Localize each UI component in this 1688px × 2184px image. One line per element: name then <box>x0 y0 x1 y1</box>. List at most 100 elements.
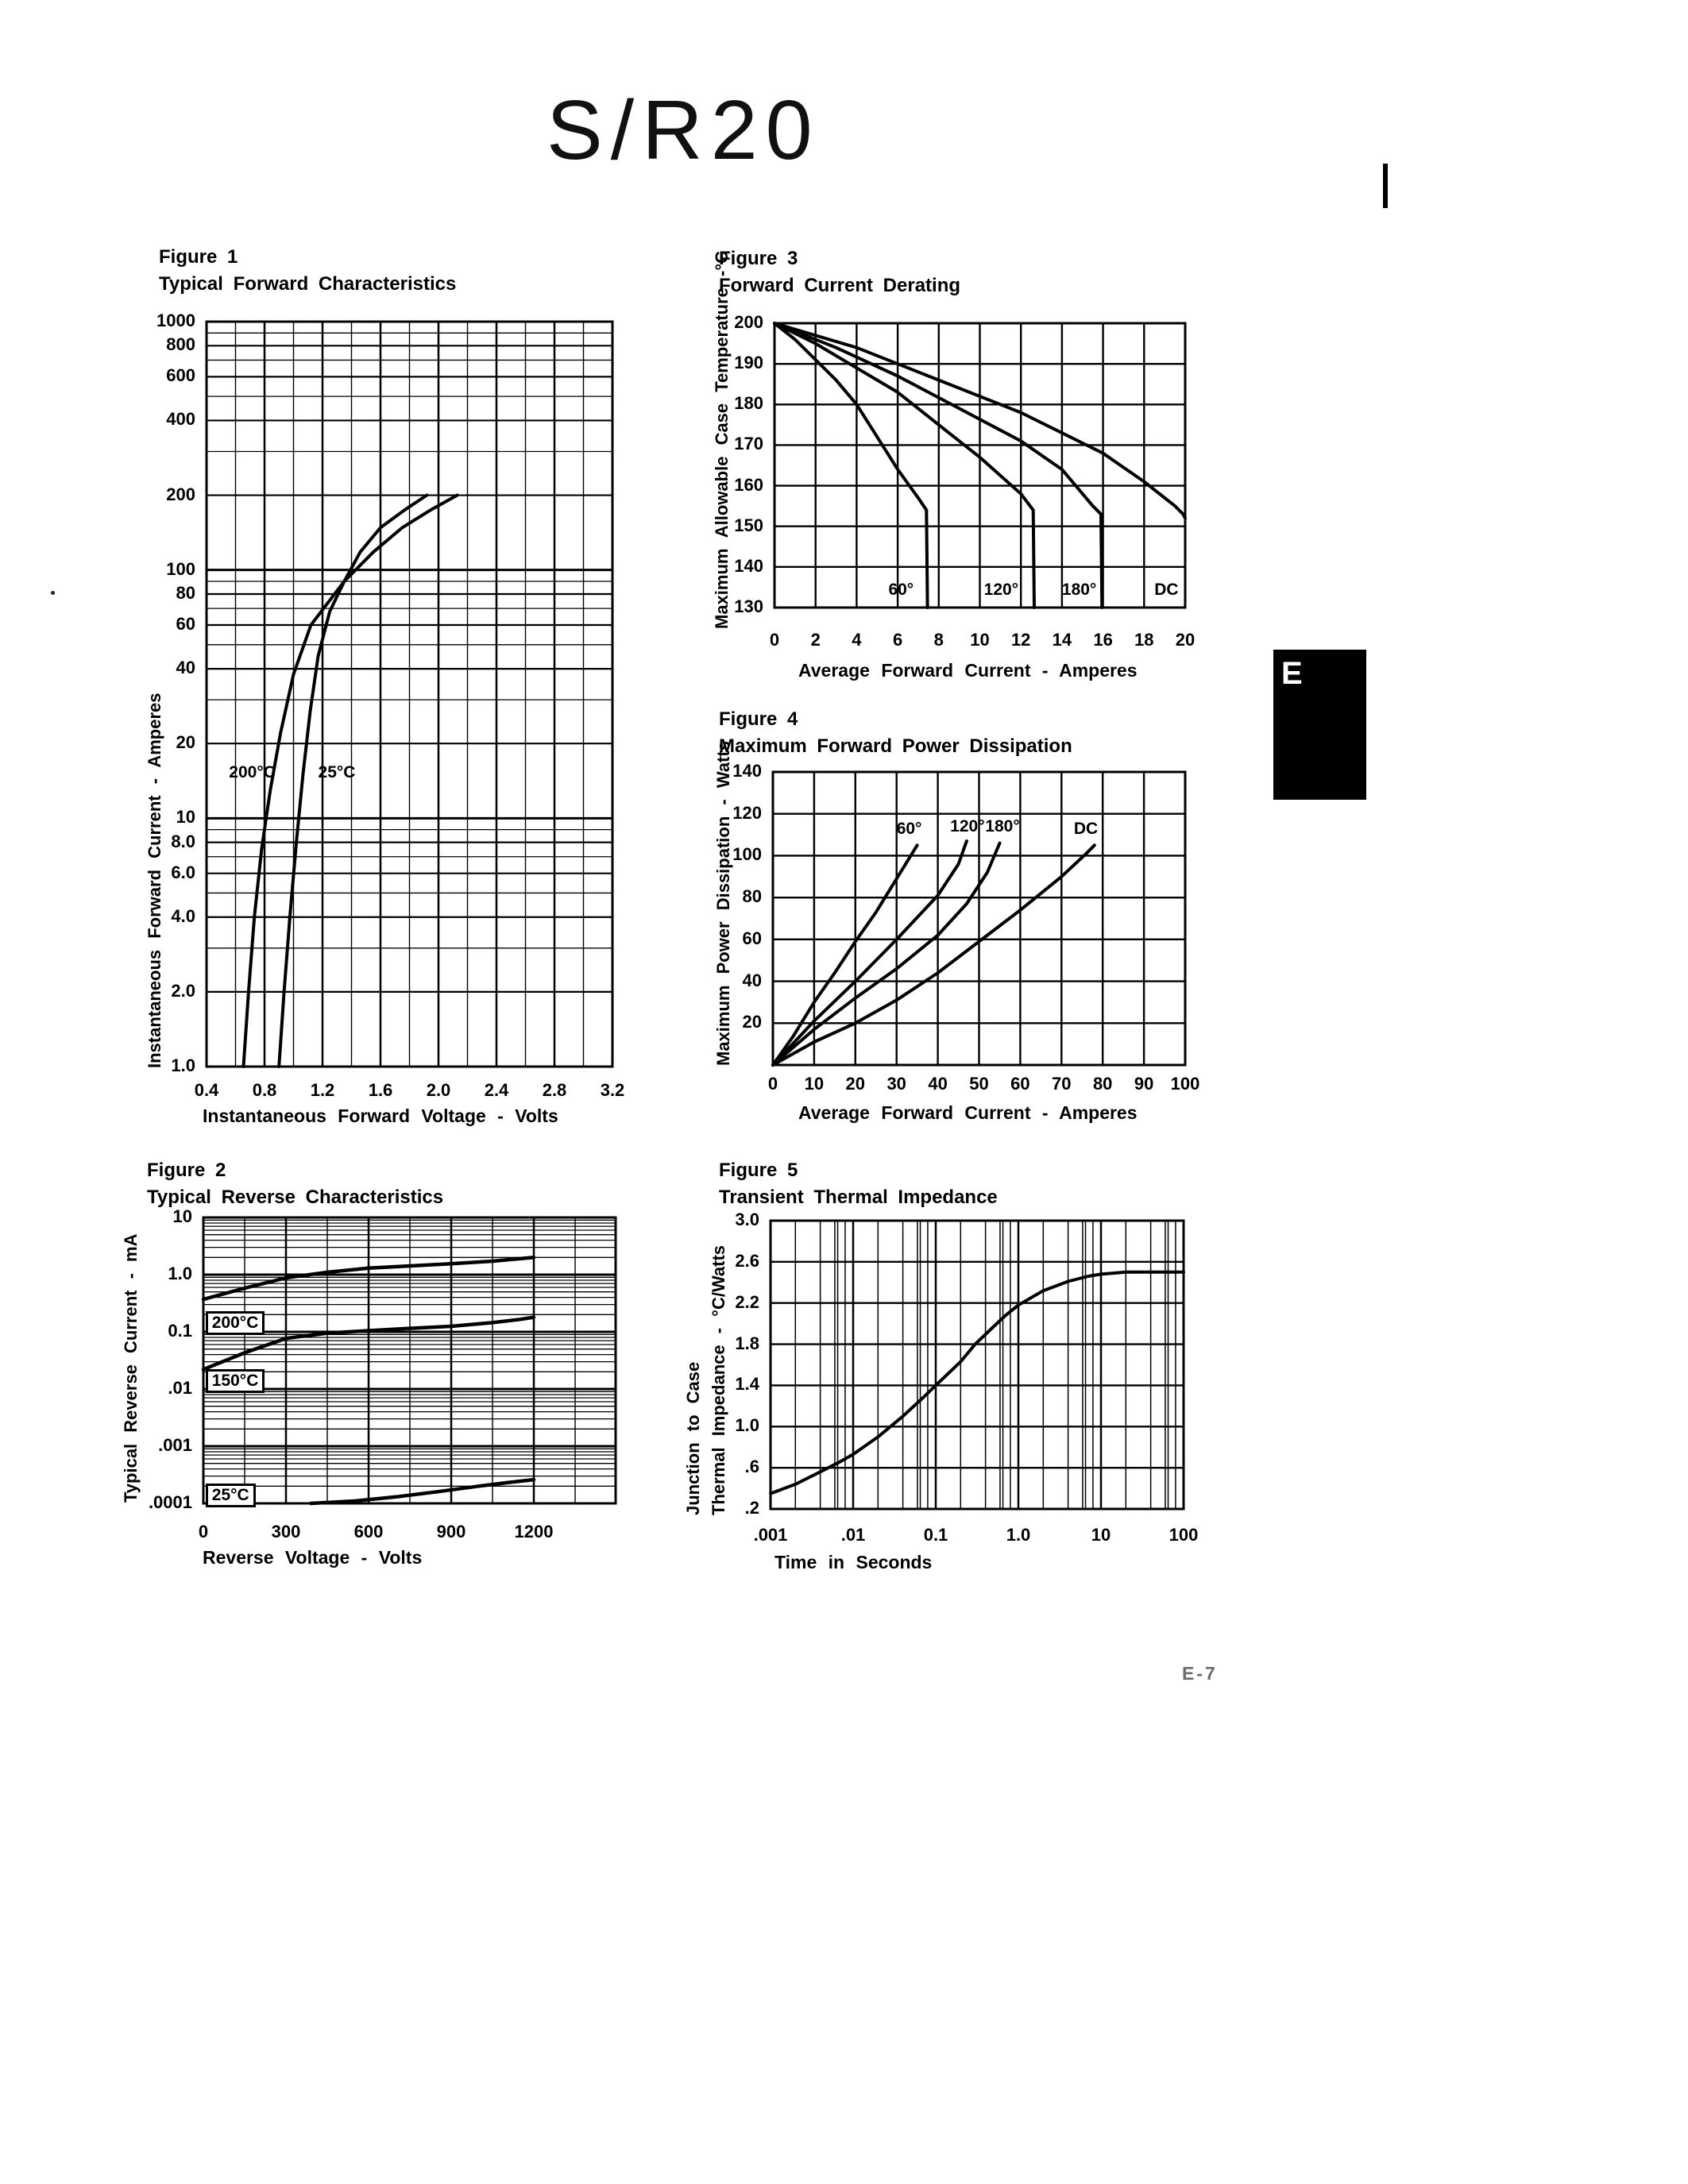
y-tick-label: 1000 <box>156 311 195 330</box>
y-tick-label: 130 <box>734 596 763 616</box>
x-tick-label: 0.8 <box>252 1080 277 1100</box>
y-tick-label: 20 <box>742 1012 762 1032</box>
y-tick-label: 1.8 <box>735 1333 759 1353</box>
x-tick-label: 0 <box>198 1522 209 1542</box>
curve-label: 200°C <box>229 763 276 782</box>
curve-60 <box>773 322 929 609</box>
curve-label: 180° <box>1061 580 1097 599</box>
curve-25C <box>277 493 429 1068</box>
y-tick-label: 200 <box>734 312 763 332</box>
curve-label: 120° <box>950 817 985 836</box>
fig5-label: Figure 5 <box>719 1160 798 1181</box>
curve-DC <box>771 843 1096 1067</box>
x-tick-label: 100 <box>1168 1525 1199 1545</box>
y-tick-label: 1.4 <box>735 1374 759 1395</box>
y-tick-label: 120 <box>732 802 762 823</box>
y-tick-label: 150 <box>734 515 763 535</box>
fig4-x-axis-title: Average Forward Current - Amperes <box>798 1102 1138 1123</box>
x-tick-label: 16 <box>1093 630 1113 650</box>
x-tick-label: 2.8 <box>542 1080 567 1100</box>
section-tab-letter: E <box>1281 656 1303 691</box>
curve-label: DC <box>1073 819 1099 838</box>
y-tick-label: 1.0 <box>168 1264 192 1283</box>
curve-120 <box>773 322 1036 609</box>
curve-label: 60° <box>888 580 914 599</box>
x-tick-label: 20 <box>845 1074 866 1094</box>
curve-DC <box>773 322 1187 520</box>
curve-label: DC <box>1154 580 1179 599</box>
x-tick-label: .001 <box>753 1525 788 1545</box>
y-tick-label: 10 <box>172 1206 192 1226</box>
x-tick-label: 0.1 <box>923 1525 948 1545</box>
curve-label: 120° <box>983 580 1019 599</box>
y-tick-label: 10 <box>176 807 195 828</box>
x-tick-label: 12 <box>1010 630 1031 650</box>
y-tick-label: .6 <box>744 1457 759 1477</box>
y-tick-label: 170 <box>734 434 763 454</box>
fig2-plot <box>201 1216 617 1506</box>
y-tick-label: 20 <box>176 732 195 753</box>
x-tick-label: 1.2 <box>310 1080 335 1100</box>
y-tick-label: 4.0 <box>171 905 195 926</box>
x-tick-label: 14 <box>1052 630 1072 650</box>
x-tick-label: 0.4 <box>194 1080 219 1100</box>
x-tick-label: 8 <box>933 630 944 650</box>
plot-frame <box>202 1216 617 1505</box>
curve-Zth <box>769 1270 1185 1495</box>
y-tick-label: 2.0 <box>171 980 195 1001</box>
y-tick-label: 6.0 <box>171 862 195 882</box>
y-tick-label: 8.0 <box>171 831 195 851</box>
fig1-title: Typical Forward Characteristics <box>159 273 457 295</box>
plot-frame <box>771 770 1187 1067</box>
y-tick-label: 80 <box>742 886 762 907</box>
x-tick-label: 10 <box>804 1074 825 1094</box>
x-tick-label: 2.0 <box>426 1080 451 1100</box>
y-tick-label: 200 <box>166 484 195 504</box>
curve-label: 60° <box>896 819 922 838</box>
fig2-x-axis-title: Reverse Voltage - Volts <box>203 1547 423 1568</box>
registration-mark <box>1383 164 1388 208</box>
x-tick-label: 4 <box>852 630 862 650</box>
y-tick-label: 3.0 <box>735 1210 759 1229</box>
y-tick-label: 1.0 <box>171 1055 195 1075</box>
curve-200C <box>201 1256 536 1302</box>
x-tick-label: 300 <box>271 1522 301 1542</box>
fig3-label: Figure 3 <box>719 248 798 269</box>
y-tick-label: .0001 <box>148 1492 192 1512</box>
x-tick-label: 0 <box>769 630 780 650</box>
y-tick-label: 160 <box>734 474 763 495</box>
fig3-x-axis-title: Average Forward Current - Amperes <box>798 660 1138 681</box>
curve-label: 180° <box>985 817 1020 836</box>
x-tick-label: 20 <box>1175 630 1196 650</box>
page-number: E-7 <box>1182 1663 1218 1684</box>
x-tick-label: 0 <box>767 1074 778 1094</box>
y-tick-label: 100 <box>166 558 195 579</box>
fig4-label: Figure 4 <box>719 708 798 730</box>
x-tick-label: 2.4 <box>484 1080 509 1100</box>
fig2-title: Typical Reverse Characteristics <box>147 1187 444 1208</box>
y-tick-label: .2 <box>744 1498 759 1518</box>
fig2-label: Figure 2 <box>147 1160 226 1181</box>
fig1-plot <box>205 320 614 1068</box>
x-tick-label: .01 <box>840 1525 866 1545</box>
y-tick-label: 800 <box>166 334 195 355</box>
y-tick-label: 1.0 <box>735 1415 759 1436</box>
fig5-x-axis-title: Time in Seconds <box>774 1552 933 1572</box>
x-tick-label: 1.0 <box>1006 1525 1031 1545</box>
curve-180 <box>771 841 1002 1067</box>
x-tick-label: 60 <box>1010 1074 1030 1094</box>
x-tick-label: 40 <box>928 1074 948 1094</box>
section-tab: E <box>1273 650 1366 800</box>
y-tick-label: 140 <box>732 761 762 781</box>
y-tick-label: .01 <box>168 1378 192 1398</box>
x-tick-label: 90 <box>1134 1074 1154 1094</box>
fig5-plot <box>769 1219 1185 1511</box>
fig4-title: Maximum Forward Power Dissipation <box>719 735 1072 757</box>
x-tick-label: 3.2 <box>600 1080 625 1100</box>
y-tick-label: 40 <box>742 970 762 990</box>
x-tick-label: 10 <box>1091 1525 1111 1545</box>
fig1-x-axis-title: Instantaneous Forward Voltage - Volts <box>203 1106 558 1126</box>
y-tick-label: 140 <box>734 555 763 576</box>
x-tick-label: 30 <box>886 1074 906 1094</box>
